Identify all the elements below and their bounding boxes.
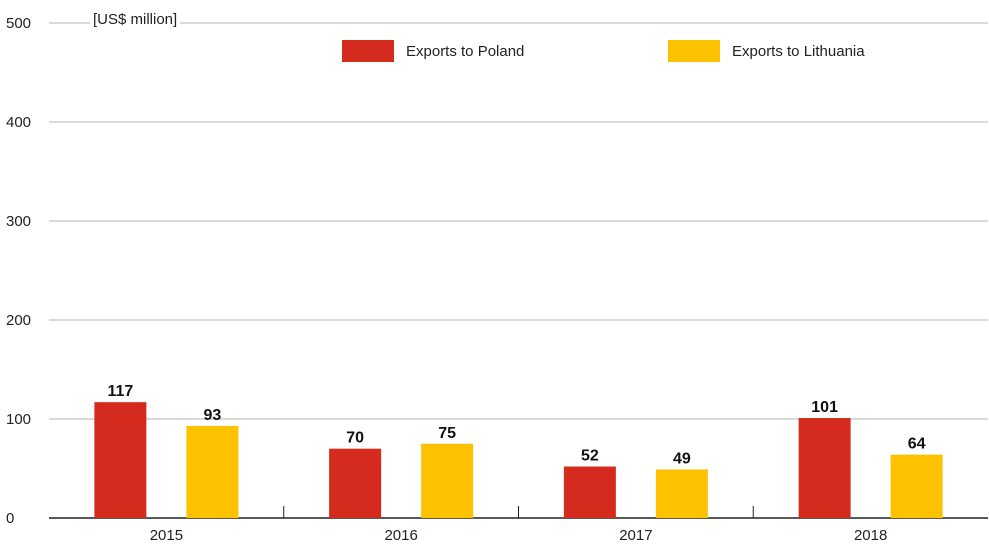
bar-exports-to-lithuania-2015 — [186, 425, 239, 518]
legend-swatch-poland — [342, 40, 394, 62]
y-tick-label-0: 0 — [6, 510, 14, 527]
data-label-exports-to-poland-2018: 101 — [811, 399, 838, 416]
legend-item-poland: Exports to Poland — [342, 40, 524, 62]
x-tick-label-2015: 2015 — [150, 527, 183, 541]
legend-item-lithuania: Exports to Lithuania — [668, 40, 865, 62]
bar-exports-to-poland-2015 — [94, 402, 147, 518]
y-tick-label-200: 200 — [6, 312, 31, 329]
legend-label-poland: Exports to Poland — [406, 42, 525, 60]
x-tick-label-2017: 2017 — [619, 527, 652, 541]
data-label-exports-to-poland-2017: 52 — [581, 448, 599, 465]
data-label-exports-to-poland-2016: 70 — [346, 430, 364, 447]
bar-exports-to-poland-2016 — [329, 448, 382, 518]
data-label-exports-to-poland-2015: 117 — [107, 383, 133, 400]
y-tick-label-400: 400 — [6, 114, 31, 131]
data-label-exports-to-lithuania-2018: 64 — [908, 436, 926, 453]
y-axis-label: [US$ million] — [90, 11, 181, 28]
y-tick-label-300: 300 — [6, 213, 31, 230]
data-label-exports-to-lithuania-2015: 93 — [203, 407, 221, 424]
bar-exports-to-poland-2018 — [798, 418, 851, 518]
x-tick-label-2018: 2018 — [854, 527, 887, 541]
bar-exports-to-lithuania-2016 — [421, 443, 474, 518]
y-tick-label-100: 100 — [6, 411, 31, 428]
bar-exports-to-lithuania-2018 — [890, 454, 943, 518]
y-tick-label-500: 500 — [6, 15, 31, 32]
x-tick-label-2016: 2016 — [384, 527, 417, 541]
data-label-exports-to-lithuania-2017: 49 — [673, 450, 691, 467]
legend-label-lithuania: Exports to Lithuania — [732, 42, 865, 60]
legend-swatch-lithuania — [668, 40, 720, 62]
data-label-exports-to-lithuania-2016: 75 — [438, 425, 456, 442]
bar-exports-to-lithuania-2017 — [655, 469, 708, 518]
bar-exports-to-poland-2017 — [563, 466, 616, 518]
